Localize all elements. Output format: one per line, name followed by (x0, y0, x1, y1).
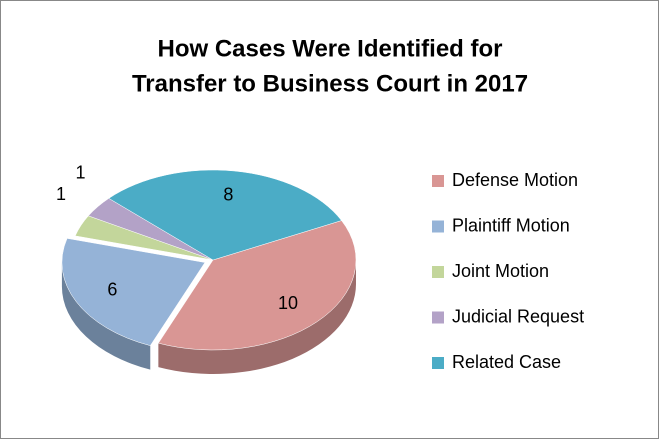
legend-swatch (432, 357, 444, 369)
data-label: 1 (75, 162, 85, 182)
data-label: 10 (278, 293, 298, 313)
legend-swatch (432, 220, 444, 233)
pie-slice-side (158, 260, 356, 374)
data-label: 6 (107, 280, 117, 300)
pie-slice (108, 169, 342, 261)
legend-swatch (432, 175, 444, 187)
data-label: 1 (56, 184, 66, 204)
chart-title: How Cases Were Identified for (158, 35, 503, 62)
pie-slice-side (61, 262, 151, 370)
chart-title: Transfer to Business Court in 2017 (132, 70, 528, 97)
legend-label: Joint Motion (452, 261, 549, 281)
legend-swatch (432, 266, 444, 278)
pie-slice (157, 220, 357, 351)
legend-label: Plaintiff Motion (452, 215, 570, 235)
pie-slice (61, 238, 206, 346)
legend-label: Defense Motion (452, 170, 578, 190)
legend-label: Judicial Request (452, 306, 584, 326)
data-label: 8 (223, 185, 233, 205)
legend-label: Related Case (452, 352, 561, 372)
legend-swatch (432, 311, 444, 324)
